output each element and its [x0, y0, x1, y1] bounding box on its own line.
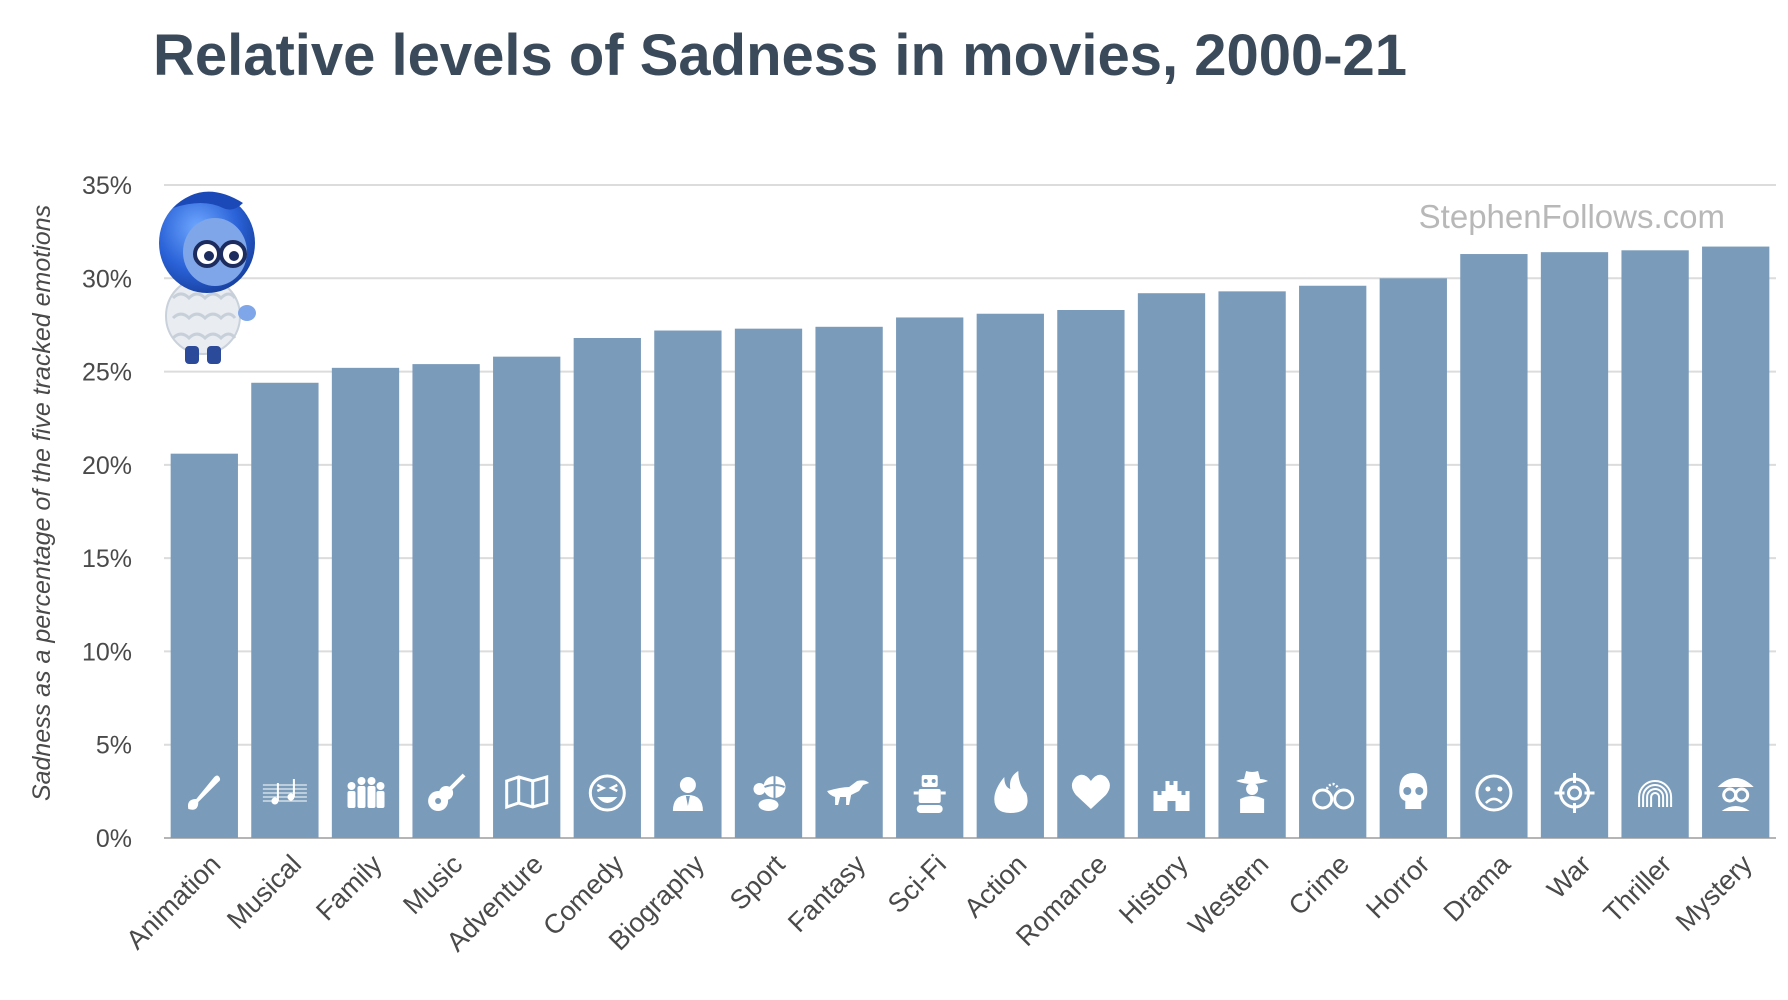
detective-icon — [1717, 778, 1754, 811]
handcuffs-icon — [1312, 782, 1355, 810]
x-tick-label: Horror — [1360, 849, 1435, 924]
bar-comedy — [573, 337, 641, 838]
paintbrush-icon — [187, 775, 221, 810]
bar-animation — [170, 453, 238, 838]
map-icon — [505, 775, 549, 810]
x-tick-label: Sci-Fi — [882, 849, 952, 919]
bar-sci-fi — [896, 317, 964, 839]
chart-title: Relative levels of Sadness in movies, 20… — [152, 23, 1408, 88]
x-tick-label: War — [1541, 849, 1597, 905]
bar-music — [412, 364, 480, 838]
bar-biography — [654, 330, 722, 838]
family-icon — [347, 777, 385, 808]
y-tick-label: 30% — [82, 265, 132, 293]
x-tick-label: Animation — [120, 849, 226, 955]
sadness-character-icon — [159, 191, 256, 364]
bar-western — [1218, 291, 1286, 838]
bar-war — [1540, 252, 1609, 838]
cowboy-icon — [1236, 771, 1269, 813]
x-tick-label: Musical — [221, 849, 307, 935]
sad-face-icon — [1475, 774, 1513, 812]
x-tick-label: Action — [958, 849, 1032, 923]
bar-adventure — [493, 356, 561, 838]
y-tick-label: 35% — [82, 172, 132, 200]
bar-crime — [1299, 285, 1367, 839]
sports-balls-icon — [753, 776, 786, 811]
bar-sport — [734, 328, 803, 838]
x-tick-label: Crime — [1283, 849, 1355, 921]
bar-romance — [1057, 310, 1125, 838]
bar-action — [976, 313, 1044, 839]
y-tick-label: 10% — [82, 638, 132, 666]
bars — [170, 246, 1770, 839]
y-axis-ticks: 0% 5% 10% 15% 20% 25% 30% 35% — [82, 172, 132, 853]
y-tick-label: 0% — [96, 825, 132, 853]
x-tick-label: Western — [1182, 849, 1274, 941]
crosshair-icon — [1554, 773, 1595, 813]
x-tick-label: History — [1113, 849, 1194, 930]
bar-fantasy — [815, 326, 883, 838]
castle-icon — [1153, 781, 1190, 811]
x-tick-label: Thriller — [1598, 849, 1678, 929]
y-axis-label: Sadness as a percentage of the five trac… — [28, 205, 56, 801]
bar-horror — [1379, 278, 1447, 838]
gridlines — [164, 184, 1776, 839]
x-tick-label: Mystery — [1670, 849, 1758, 937]
robot-icon — [913, 775, 946, 813]
watermark: StephenFollows.com — [1419, 198, 1725, 235]
x-tick-label: Family — [310, 849, 388, 927]
bar-icons — [187, 771, 1754, 813]
heart-icon — [1071, 774, 1110, 809]
bar-mystery — [1702, 246, 1770, 838]
bar-family — [331, 367, 400, 838]
y-tick-label: 5% — [96, 732, 132, 760]
y-tick-label: 15% — [82, 545, 132, 573]
y-tick-label: 20% — [82, 452, 132, 480]
person-bust-icon — [672, 777, 703, 811]
flame-icon — [994, 771, 1028, 813]
bar-musical — [251, 382, 319, 838]
x-tick-label: Drama — [1438, 848, 1517, 927]
x-tick-label: Sport — [724, 849, 791, 916]
guitar-icon — [428, 773, 466, 811]
y-tick-label: 25% — [82, 359, 132, 387]
music-notes-icon — [262, 779, 307, 805]
x-tick-label: Music — [397, 849, 468, 920]
laughing-face-icon — [588, 774, 626, 812]
bar-thriller — [1621, 250, 1689, 839]
bar-history — [1137, 293, 1206, 838]
skull-icon — [1399, 773, 1428, 809]
bar-drama — [1460, 254, 1528, 838]
fingerprint-icon — [1638, 780, 1673, 807]
dinosaur-icon — [827, 780, 870, 805]
x-tick-label: Fantasy — [782, 849, 871, 938]
